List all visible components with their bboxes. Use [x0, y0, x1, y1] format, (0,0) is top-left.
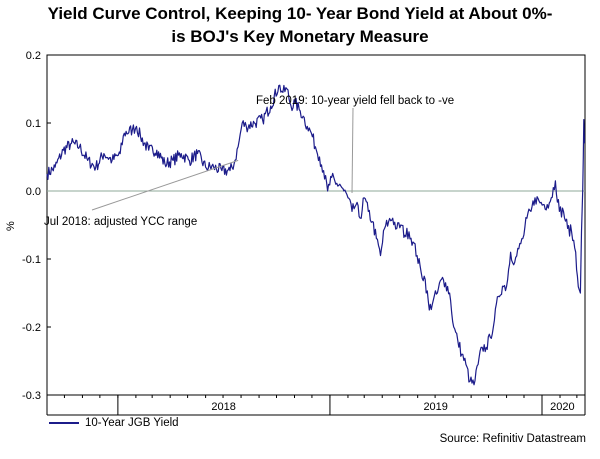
chart-axes: 0.2 0.1 0.0 -0.1 -0.2 -0.3% 2018 2019 2020 [5, 50, 586, 416]
x-tick-label: 2018 [211, 401, 235, 413]
annotation-feb2019-text: Feb 2019: 10-year yield fell back to -ve [256, 95, 454, 107]
legend-label: 10-Year JGB Yield [85, 417, 179, 429]
y-tick-label: -0.2 [22, 322, 41, 334]
x-tick-label: 2019 [423, 401, 447, 413]
chart-title-line1: Yield Curve Control, Keeping 10- Year Bo… [47, 4, 553, 23]
legend: 10-Year JGB Yield [49, 417, 179, 429]
annotation-ycc-text: Jul 2018: adjusted YCC range [44, 216, 197, 228]
y-tick-label: -0.1 [22, 254, 41, 266]
series-line-jgb-10y [46, 84, 585, 386]
annotation-leader-ycc [91, 159, 239, 211]
legend-swatch [49, 422, 79, 424]
y-tick-label: 0.1 [26, 118, 41, 130]
x-tick-label: 2020 [550, 401, 574, 413]
y-tick-label: -0.3 [22, 390, 41, 402]
chart-title: Yield Curve Control, Keeping 10- Year Bo… [0, 2, 600, 48]
plot-frame [46, 54, 586, 396]
source-note: Source: Refinitiv Datastream [439, 433, 586, 445]
y-axis-label: % [5, 221, 17, 231]
chart-title-line2: is BOJ's Key Monetary Measure [171, 27, 429, 46]
annotation-leader-feb2019 [351, 107, 354, 194]
y-tick-label: 0.0 [26, 186, 41, 198]
annotation-layer: Jul 2018: adjusted YCC range Feb 2019: 10… [44, 95, 454, 228]
series-layer [46, 84, 585, 386]
y-tick-label: 0.2 [26, 50, 41, 62]
